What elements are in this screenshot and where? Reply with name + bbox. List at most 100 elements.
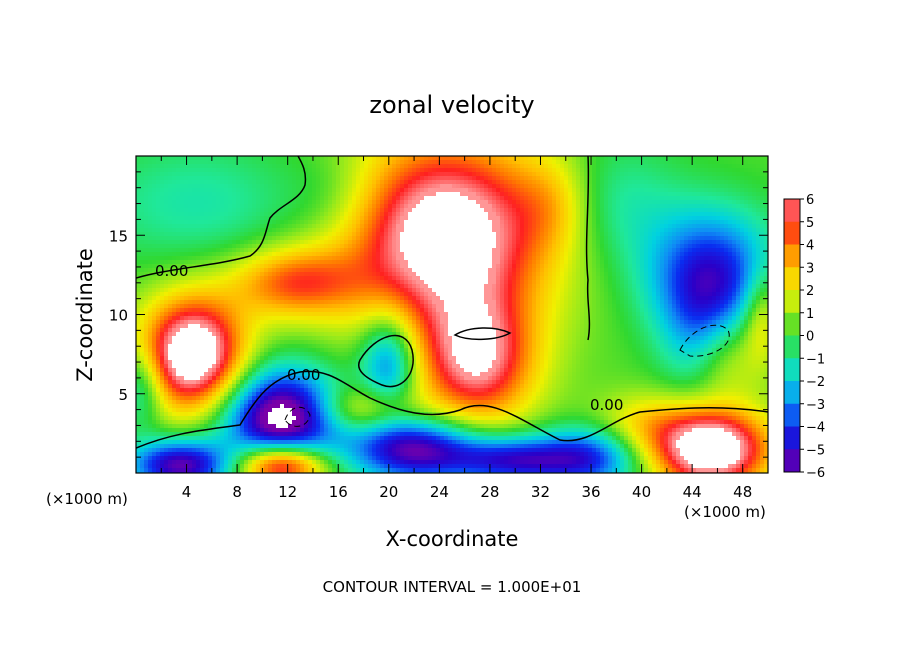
- field-cell: [560, 160, 565, 165]
- field-cell: [376, 208, 381, 213]
- field-cell: [196, 168, 201, 173]
- field-cell: [408, 160, 413, 165]
- field-cell: [400, 272, 405, 277]
- field-cell: [456, 204, 461, 209]
- field-cell: [712, 228, 717, 233]
- field-cell: [244, 272, 249, 277]
- field-cell: [652, 232, 657, 237]
- field-cell: [308, 240, 313, 245]
- field-cell: [192, 244, 197, 249]
- field-cell: [264, 216, 269, 221]
- field-cell: [628, 244, 633, 249]
- field-cell: [388, 244, 393, 249]
- field-cell: [764, 184, 768, 189]
- field-cell: [536, 168, 541, 173]
- field-cell: [476, 264, 481, 269]
- field-cell: [656, 276, 661, 281]
- field-cell: [444, 272, 449, 277]
- field-cell: [592, 176, 597, 181]
- field-cell: [192, 224, 197, 229]
- field-cell: [504, 192, 509, 197]
- field-cell: [472, 164, 477, 169]
- field-cell: [704, 160, 709, 165]
- field-cell: [436, 180, 441, 185]
- field-cell: [564, 196, 569, 201]
- field-cell: [640, 204, 645, 209]
- field-cell: [672, 244, 677, 249]
- field-cell: [256, 200, 261, 205]
- field-cell: [292, 268, 297, 273]
- field-cell: [516, 184, 521, 189]
- field-cell: [516, 196, 521, 201]
- field-cell: [656, 204, 661, 209]
- field-cell: [624, 184, 629, 189]
- field-cell: [760, 172, 765, 177]
- field-cell: [440, 160, 445, 165]
- field-cell: [500, 216, 505, 221]
- field-cell: [508, 236, 513, 241]
- field-cell: [724, 272, 729, 277]
- field-cell: [752, 188, 757, 193]
- field-cell: [312, 180, 317, 185]
- field-cell: [732, 264, 737, 269]
- field-cell: [720, 156, 725, 161]
- field-cell: [184, 276, 189, 281]
- field-cell: [684, 176, 689, 181]
- field-cell: [464, 236, 469, 241]
- field-cell: [204, 276, 209, 281]
- field-cell: [244, 164, 249, 169]
- field-cell: [300, 268, 305, 273]
- field-cell: [420, 172, 425, 177]
- field-cell: [528, 272, 533, 277]
- field-cell: [448, 236, 453, 241]
- field-cell: [428, 272, 433, 277]
- field-cell: [332, 236, 337, 241]
- field-cell: [456, 220, 461, 225]
- field-cell: [592, 184, 597, 189]
- field-cell: [396, 252, 401, 257]
- field-cell: [300, 216, 305, 221]
- field-cell: [244, 172, 249, 177]
- field-cell: [376, 260, 381, 265]
- field-cell: [424, 264, 429, 269]
- field-cell: [228, 196, 233, 201]
- field-cell: [408, 156, 413, 161]
- field-cell: [172, 180, 177, 185]
- field-cell: [524, 176, 529, 181]
- field-cell: [696, 188, 701, 193]
- field-cell: [580, 244, 585, 249]
- field-cell: [172, 272, 177, 277]
- field-cell: [244, 228, 249, 233]
- field-cell: [144, 168, 149, 173]
- field-cell: [388, 264, 393, 269]
- field-cell: [244, 192, 249, 197]
- field-cell: [564, 204, 569, 209]
- field-cell: [216, 192, 221, 197]
- field-cell: [372, 216, 377, 221]
- field-cell: [168, 208, 173, 213]
- field-cell: [416, 184, 421, 189]
- field-cell: [312, 256, 317, 261]
- field-cell: [232, 220, 237, 225]
- field-cell: [156, 156, 161, 161]
- field-cell: [572, 176, 577, 181]
- field-cell: [292, 168, 297, 173]
- field-cell: [176, 252, 181, 257]
- field-cell: [336, 224, 341, 229]
- field-cell: [156, 208, 161, 213]
- field-cell: [556, 272, 561, 277]
- field-cell: [732, 188, 737, 193]
- field-cell: [704, 272, 709, 277]
- field-cell: [724, 208, 729, 213]
- field-cell: [276, 228, 281, 233]
- field-cell: [240, 196, 245, 201]
- field-cell: [412, 224, 417, 229]
- field-cell: [536, 244, 541, 249]
- field-cell: [236, 156, 241, 161]
- field-cell: [232, 236, 237, 241]
- field-cell: [648, 228, 653, 233]
- field-cell: [500, 212, 505, 217]
- field-cell: [136, 220, 141, 225]
- field-cell: [516, 160, 521, 165]
- field-cell: [728, 184, 733, 189]
